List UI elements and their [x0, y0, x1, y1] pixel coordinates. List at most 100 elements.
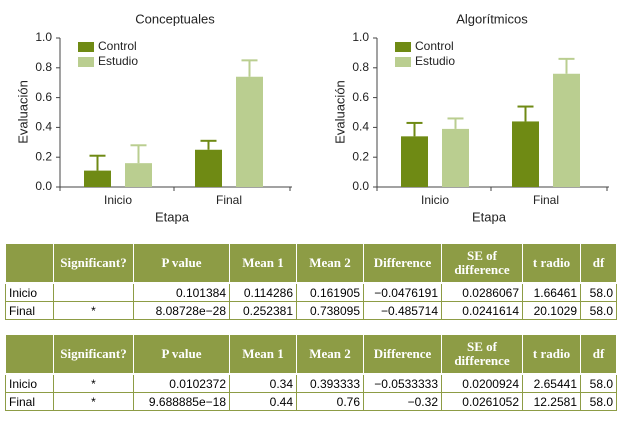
legend-swatch: [395, 57, 411, 67]
bar: [442, 128, 469, 187]
bar: [512, 121, 539, 187]
table-cell: 0.0200924: [441, 373, 523, 393]
y-tick-label: 0.8: [352, 60, 369, 74]
table-cell: 1.66461: [522, 282, 581, 302]
table-cell: 0.0241614: [441, 301, 523, 320]
header-cell: [5, 243, 54, 284]
header-cell: Difference: [363, 243, 442, 284]
y-tick-label: 0.6: [352, 90, 369, 104]
table-cell: 0.0261052: [441, 392, 523, 411]
y-axis-label: Evaluación: [15, 80, 30, 144]
table-cell: 8.08728e−28: [133, 301, 230, 320]
header-cell: Significant?: [53, 334, 134, 375]
y-tick-label: 1.0: [352, 30, 369, 44]
x-tick-label: Final: [216, 193, 242, 207]
table-cell: *: [53, 373, 134, 393]
header-cell: [5, 334, 54, 375]
table-cell: Inicio: [5, 373, 54, 393]
table-cell: 0.101384: [133, 282, 230, 302]
header-cell: Mean 1: [229, 334, 297, 375]
legend-label: Control: [415, 39, 454, 53]
legend-swatch: [78, 57, 94, 67]
table-cell: −0.0533333: [363, 373, 442, 393]
legend-label: Estudio: [415, 54, 455, 68]
table-cell: 20.1029: [522, 301, 581, 320]
table-cell: −0.485714: [363, 301, 442, 320]
table-row: Final * 9.688885e−18 0.44 0.76 −0.32 0.0261052…: [5, 392, 617, 411]
y-tick-label: 0.4: [352, 120, 369, 134]
table-cell: −0.0476191: [363, 282, 442, 302]
x-tick-label: Inicio: [421, 193, 449, 207]
header-cell: df: [580, 334, 617, 375]
x-axis-label: Etapa: [472, 209, 507, 224]
legend-label: Control: [98, 39, 137, 53]
header-cell: Significant?: [53, 243, 134, 284]
table-cell: 0.252381: [229, 301, 297, 320]
table-cell: 2.65441: [522, 373, 581, 393]
y-tick-label: 0.4: [35, 120, 52, 134]
table-cell: Inicio: [5, 282, 54, 302]
chart-title: Conceptuales: [135, 11, 215, 26]
header-cell: Mean 2: [296, 334, 364, 375]
bar: [401, 136, 428, 187]
table-cell: 0.76: [296, 392, 364, 411]
table-cell: 0.0102372: [133, 373, 230, 393]
header-cell: Difference: [363, 334, 442, 375]
bar: [125, 163, 152, 187]
header-row: Significant? P value Mean 1 Mean 2 Differenc…: [5, 334, 617, 375]
header-cell: t radio: [522, 243, 581, 284]
table-row: Inicio * 0.0102372 0.34 0.393333 −0.0533333 0.…: [5, 373, 617, 393]
table-row: Inicio 0.101384 0.114286 0.161905 −0.0476191…: [5, 282, 617, 302]
table-cell: 58.0: [580, 282, 617, 302]
y-tick-label: 1.0: [35, 30, 52, 44]
stats-table: Significant? P value Mean 1 Mean 2 Differenc…: [5, 334, 617, 411]
table-cell: 58.0: [580, 392, 617, 411]
header-row: Significant? P value Mean 1 Mean 2 Differenc…: [5, 243, 617, 284]
table-cell: 0.34: [229, 373, 297, 393]
table-cell: *: [53, 392, 134, 411]
table-cell: 0.161905: [296, 282, 364, 302]
legend-swatch: [78, 42, 94, 52]
table-cell: −0.32: [363, 392, 442, 411]
table-cell: 0.44: [229, 392, 297, 411]
table-cell: *: [53, 301, 134, 320]
bar: [236, 76, 263, 187]
header-cell: df: [580, 243, 617, 284]
bar: [553, 73, 580, 187]
bar: [195, 149, 222, 187]
y-tick-label: 0.0: [352, 179, 369, 193]
table-cell: [53, 282, 134, 302]
header-cell: SE of difference: [441, 334, 523, 375]
x-axis-label: Etapa: [155, 209, 190, 224]
header-cell: P value: [133, 334, 230, 375]
table-cell: 0.393333: [296, 373, 364, 393]
y-tick-label: 0.2: [352, 149, 369, 163]
y-tick-label: 0.8: [35, 60, 52, 74]
legend-label: Estudio: [98, 54, 138, 68]
y-tick-label: 0.6: [35, 90, 52, 104]
table-cell: 58.0: [580, 373, 617, 393]
x-tick-label: Inicio: [104, 193, 132, 207]
bar: [84, 170, 111, 187]
table-cell: 58.0: [580, 301, 617, 320]
table-cell: 12.2581: [522, 392, 581, 411]
y-tick-label: 0.0: [35, 179, 52, 193]
header-cell: SE of difference: [441, 243, 523, 284]
table-cell: 9.688885e−18: [133, 392, 230, 411]
header-cell: P value: [133, 243, 230, 284]
header-cell: Mean 1: [229, 243, 297, 284]
table-cell: 0.0286067: [441, 282, 523, 302]
charts: Conceptuales 0.0 0.2 0.4 0.6 0.8 1.0 Evaluación…: [15, 11, 609, 224]
y-axis-label: Evaluación: [332, 80, 347, 144]
y-tick-label: 0.2: [35, 149, 52, 163]
table-row: Final * 8.08728e−28 0.252381 0.738095 −0.4857…: [5, 301, 617, 320]
legend-swatch: [395, 42, 411, 52]
table-cell: Final: [5, 301, 54, 320]
table-cell: 0.738095: [296, 301, 364, 320]
chart-title: Algorítmicos: [456, 11, 528, 26]
table-cell: Final: [5, 392, 54, 411]
header-cell: Mean 2: [296, 243, 364, 284]
header-cell: t radio: [522, 334, 581, 375]
x-tick-label: Final: [533, 193, 559, 207]
